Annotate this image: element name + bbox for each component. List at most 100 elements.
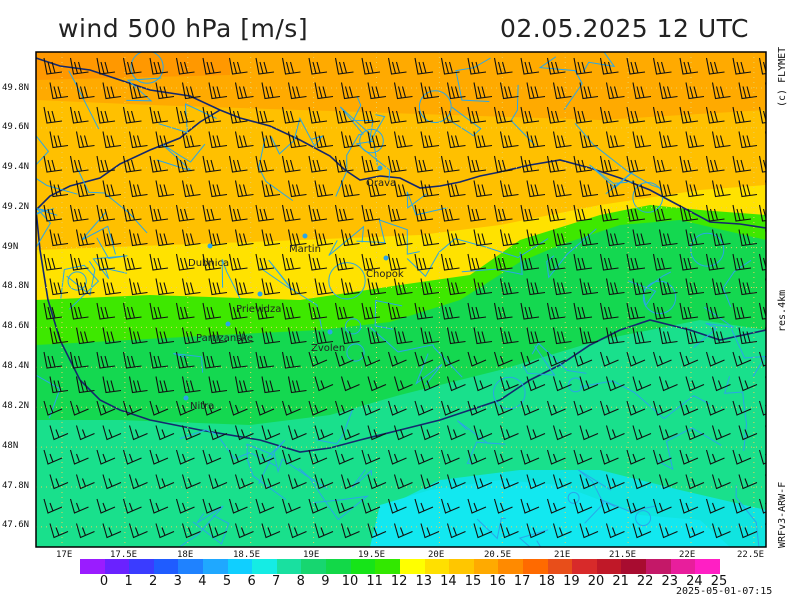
wind-barb [234, 229, 254, 247]
wind-barb [546, 253, 566, 271]
city-marker [327, 329, 333, 335]
lon-label: 19E [303, 550, 320, 560]
wind-barb [128, 376, 148, 394]
wind-barb [287, 180, 307, 198]
wind-barb [758, 155, 766, 173]
wind-barb [493, 449, 513, 465]
wind-barb [552, 229, 572, 247]
wind-barb [181, 523, 201, 539]
wind-barb [102, 523, 122, 539]
wind-barb [155, 376, 175, 394]
wind-barb [175, 204, 195, 222]
wind-barb [155, 425, 175, 441]
wind-barb [208, 131, 228, 149]
wind-barb [387, 400, 407, 416]
wind-barb [732, 253, 752, 271]
color-scale-label: 0 [99, 574, 109, 589]
wind-barb [573, 498, 593, 514]
wind-barb [228, 302, 248, 320]
wind-barb [155, 131, 175, 149]
wind-barb [526, 474, 546, 490]
lat-label: 47.8N [2, 481, 30, 491]
color-scale-label: 16 [489, 574, 506, 589]
color-scale-cell [473, 559, 499, 574]
color-scale-label: 7 [272, 574, 281, 589]
wind-barb [526, 425, 546, 441]
wind-barb [626, 302, 646, 320]
wind-barb [605, 82, 625, 100]
wind-barb [579, 82, 599, 100]
wind-barb [440, 302, 460, 320]
color-scale-cell [695, 559, 720, 574]
wind-barb [573, 204, 593, 222]
district-line [574, 122, 662, 189]
wind-barb [202, 400, 222, 416]
wind-barb [493, 302, 513, 320]
wind-barb [599, 351, 619, 367]
wind-barb [122, 204, 142, 222]
wind-barb [208, 425, 228, 441]
wind-barb [467, 106, 487, 124]
wind-barb [626, 400, 646, 416]
wind-barb [732, 449, 752, 465]
lat-label: 49.2N [2, 202, 30, 212]
wind-barb [520, 498, 540, 514]
district-line [315, 409, 353, 445]
wind-barb [334, 106, 354, 124]
wind-barb [155, 229, 175, 247]
wind-barb [202, 204, 222, 222]
wind-barb [69, 351, 89, 369]
wind-barb [526, 229, 546, 247]
wind-barb [393, 425, 413, 441]
wind-barb [149, 57, 169, 75]
wind-barb [314, 278, 334, 296]
wind-barb [446, 82, 466, 100]
wind-barb [599, 302, 619, 320]
wind-barb [308, 351, 328, 367]
wind-barb [705, 106, 725, 124]
wind-barb [69, 449, 89, 465]
wind-barb [546, 302, 566, 320]
wind-barb [102, 278, 122, 296]
wind-barb [579, 425, 599, 441]
color-scale-cell [572, 559, 597, 574]
wind-barb [287, 229, 307, 247]
wind-barb [49, 327, 69, 345]
wind-barb [43, 302, 63, 320]
district-line [328, 225, 365, 256]
wind-barb [261, 278, 281, 296]
district-ring [635, 510, 652, 527]
wind-barb [334, 449, 354, 465]
wind-barb [758, 106, 766, 124]
color-scale-cell [424, 559, 450, 574]
wind-barb [732, 204, 752, 222]
district-line [722, 259, 752, 308]
wind-barb [758, 498, 766, 514]
wind-barb [102, 131, 122, 149]
wind-barb [128, 131, 148, 149]
color-scale-label: 13 [415, 574, 433, 589]
wind-barb [467, 498, 487, 514]
wind-barb [155, 474, 175, 490]
wind-barb [467, 155, 487, 173]
wind-barb [711, 474, 731, 490]
wind-barb [234, 474, 254, 490]
wind-barb [228, 498, 248, 514]
wind-barb [367, 523, 387, 539]
district-line [92, 237, 128, 280]
wind-barb [420, 180, 440, 198]
wind-barb [261, 327, 281, 345]
color-scale-cell [621, 559, 647, 574]
wind-barb [281, 449, 301, 465]
wind-barb [499, 131, 519, 149]
wind-barb [599, 400, 619, 416]
district-ring [359, 128, 384, 154]
wind-barb [387, 351, 407, 367]
wind-barb [658, 523, 678, 539]
wind-barb [122, 400, 142, 416]
wind-barb [652, 253, 672, 271]
wind-barb [546, 155, 566, 173]
wind-barb [679, 498, 699, 514]
wind-barb [361, 204, 381, 222]
color-scale-label: 1 [124, 574, 133, 589]
